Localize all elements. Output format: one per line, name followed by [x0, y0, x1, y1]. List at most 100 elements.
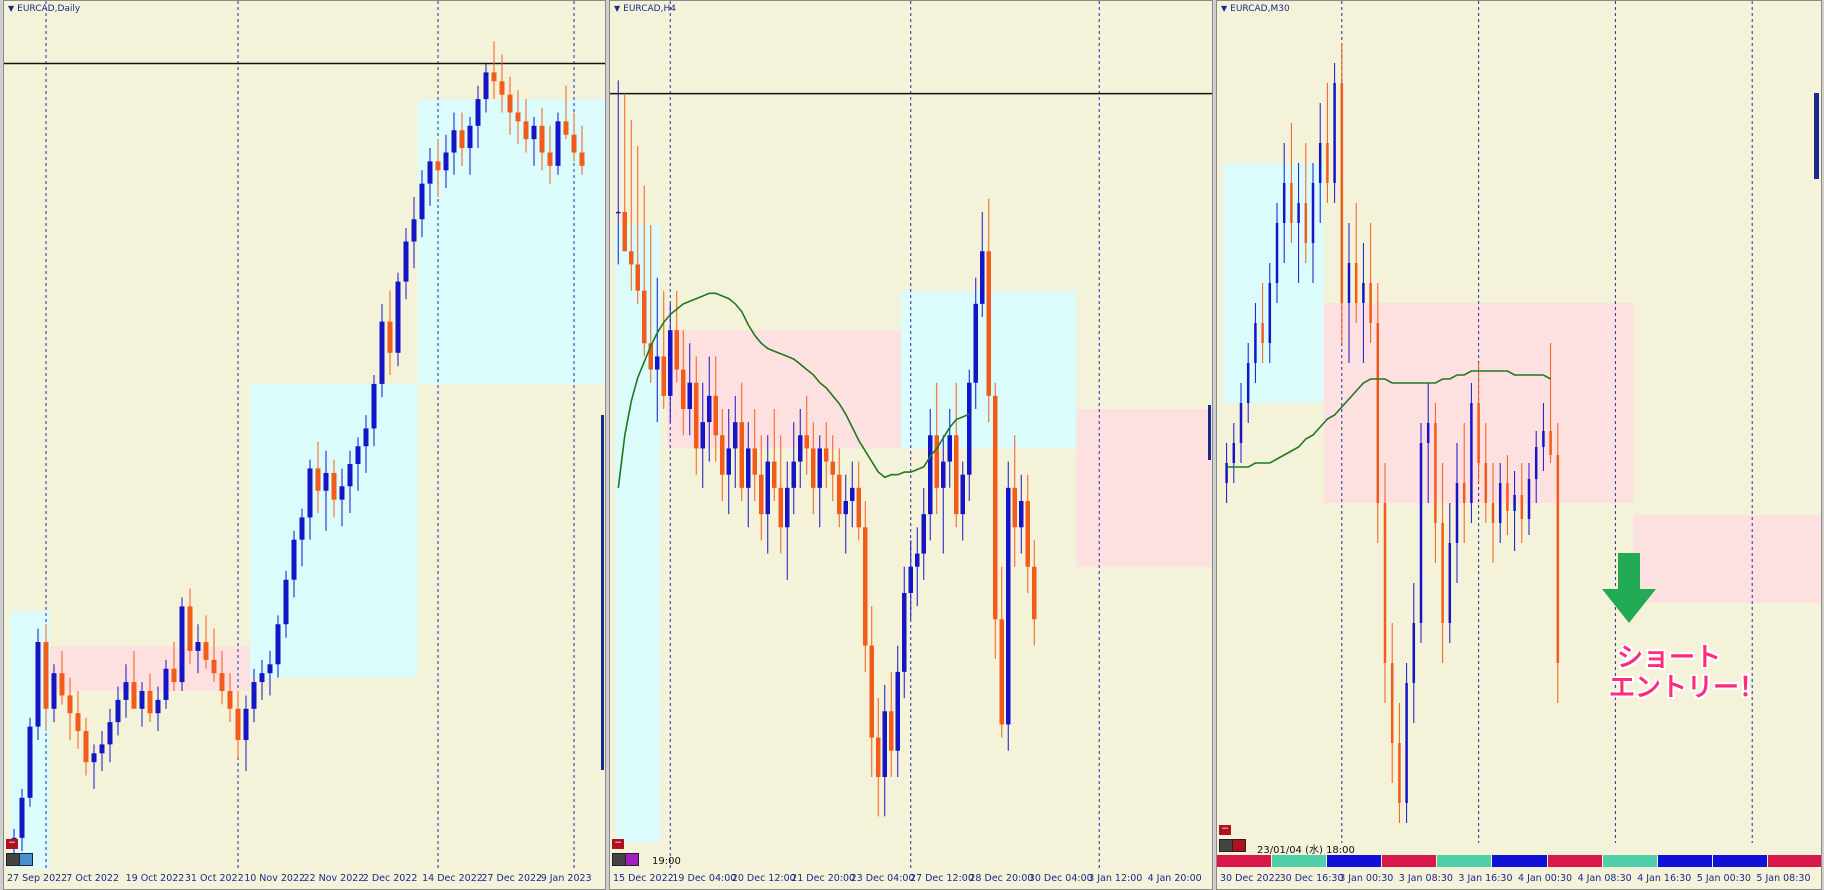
minimize-icon[interactable]: −: [6, 839, 18, 849]
candle-body: [1275, 223, 1279, 283]
candle-body: [243, 708, 249, 740]
candle-body: [629, 251, 634, 265]
candle-body: [371, 383, 377, 429]
candle-body: [947, 435, 952, 462]
candle-body: [895, 671, 900, 751]
daily-chart-panel[interactable]: ▼ EURCAD,Daily − 27 Sep 2022 7 Oct 2022 19 …: [3, 0, 606, 890]
h4-chart-panel[interactable]: ▼ EURCAD,H4 − 19:00 15 Dec 2022 19 Dec 04:…: [609, 0, 1213, 890]
time-axis-label: 10 Nov 2022: [244, 873, 306, 884]
candle-body: [419, 183, 425, 220]
candle-body: [115, 699, 121, 723]
candle-body: [1455, 483, 1459, 543]
candle-body: [980, 251, 985, 304]
candle-body: [642, 290, 647, 344]
candle-body: [746, 448, 751, 488]
candle-body: [843, 501, 848, 515]
candle-body: [1304, 203, 1308, 243]
candle-body: [147, 690, 153, 714]
candle-body: [387, 321, 393, 353]
candle-body: [837, 474, 842, 515]
candle-body: [67, 695, 73, 714]
time-axis-label: 27 Sep 2022: [7, 873, 68, 884]
time-axis-label: 19 Dec 04:00: [672, 873, 737, 884]
candle-body: [1398, 743, 1401, 803]
m30-chart-plot[interactable]: [1217, 1, 1821, 890]
candle-body: [1534, 447, 1538, 479]
m30-chart-panel[interactable]: ▼ EURCAD,M30 − 23/01/04 (水) 18:00 ショート エン…: [1216, 0, 1822, 890]
time-axis-label: 4 Jan 20:00: [1147, 873, 1202, 884]
candle-body: [275, 624, 281, 665]
indicator-toggle-icon[interactable]: [6, 853, 20, 866]
candle-body: [355, 446, 361, 465]
candle-body: [1390, 663, 1394, 743]
candle-body: [211, 659, 217, 674]
zone-box: [615, 225, 661, 843]
time-axis-label: 5 Jan 08:30: [1756, 873, 1811, 884]
candle-body: [817, 448, 822, 488]
candle-body: [824, 448, 829, 462]
minimize-icon[interactable]: −: [1219, 825, 1231, 835]
candle-body: [1032, 566, 1037, 620]
session-segment: [1217, 855, 1273, 867]
time-axis-label: 22 Nov 2022: [303, 873, 365, 884]
indicator-settings-icon[interactable]: [625, 853, 639, 866]
candle-body: [51, 673, 57, 709]
candle-countdown: 19:00: [652, 856, 681, 867]
session-segment: [1382, 855, 1438, 867]
candle-body: [267, 664, 273, 674]
down-arrow-icon: [1602, 553, 1656, 623]
candle-body: [1246, 363, 1250, 403]
indicator-toggle-icon[interactable]: [612, 853, 626, 866]
indicator-toggle-icon[interactable]: [1219, 839, 1233, 852]
candle-body: [1326, 143, 1329, 183]
h4-chart-plot[interactable]: [610, 1, 1212, 890]
candle-body: [1012, 487, 1017, 528]
candle-body: [155, 699, 161, 714]
time-axis-label: 19 Oct 2022: [125, 873, 185, 884]
candle-body: [483, 72, 489, 100]
candle-body: [1268, 283, 1272, 343]
candle-body: [622, 211, 627, 252]
daily-chart-plot[interactable]: [4, 1, 605, 890]
candle-body: [1354, 263, 1358, 303]
candle-body: [251, 682, 257, 709]
candle-body: [1498, 483, 1502, 523]
scroll-handle[interactable]: [1814, 93, 1819, 179]
candle-body: [1462, 483, 1466, 503]
indicator-settings-icon[interactable]: [19, 853, 33, 866]
moving-average-line: [617, 292, 970, 488]
candle-body: [299, 517, 305, 540]
candle-body: [171, 668, 177, 683]
candle-body: [733, 422, 738, 449]
candle-body: [347, 464, 353, 487]
time-axis-label: 3 Jan 00:30: [1339, 873, 1394, 884]
scroll-handle[interactable]: [1208, 405, 1211, 460]
scroll-handle[interactable]: [601, 415, 604, 770]
candle-body: [830, 461, 835, 475]
candle-body: [1297, 203, 1300, 223]
session-segment: [1767, 855, 1821, 867]
time-axis-label: 9 Jan 2023: [540, 873, 592, 884]
candle-body: [1347, 263, 1351, 303]
candle-body: [459, 130, 465, 149]
candle-body: [227, 690, 233, 709]
session-segment: [1657, 855, 1713, 867]
candle-body: [571, 134, 577, 153]
candle-body: [1513, 495, 1516, 511]
chart-title: ▼ EURCAD,M30: [1221, 4, 1290, 14]
candle-body: [491, 72, 497, 82]
candle-body: [785, 487, 790, 528]
candle-body: [889, 711, 894, 751]
indicator-settings-icon[interactable]: [1232, 839, 1246, 852]
minimize-icon[interactable]: −: [612, 839, 624, 849]
candle-body: [291, 539, 297, 580]
candle-body: [811, 448, 816, 488]
candle-body: [1333, 83, 1336, 183]
time-axis-label: 14 Dec 2022: [422, 873, 483, 884]
candle-body: [219, 673, 225, 691]
time-axis-label: 15 Dec 2022: [613, 873, 674, 884]
time-axis-label: 3 Jan 16:30: [1458, 873, 1513, 884]
candle-body: [195, 642, 201, 651]
candle-body: [1448, 543, 1452, 623]
candle-body: [403, 241, 409, 282]
